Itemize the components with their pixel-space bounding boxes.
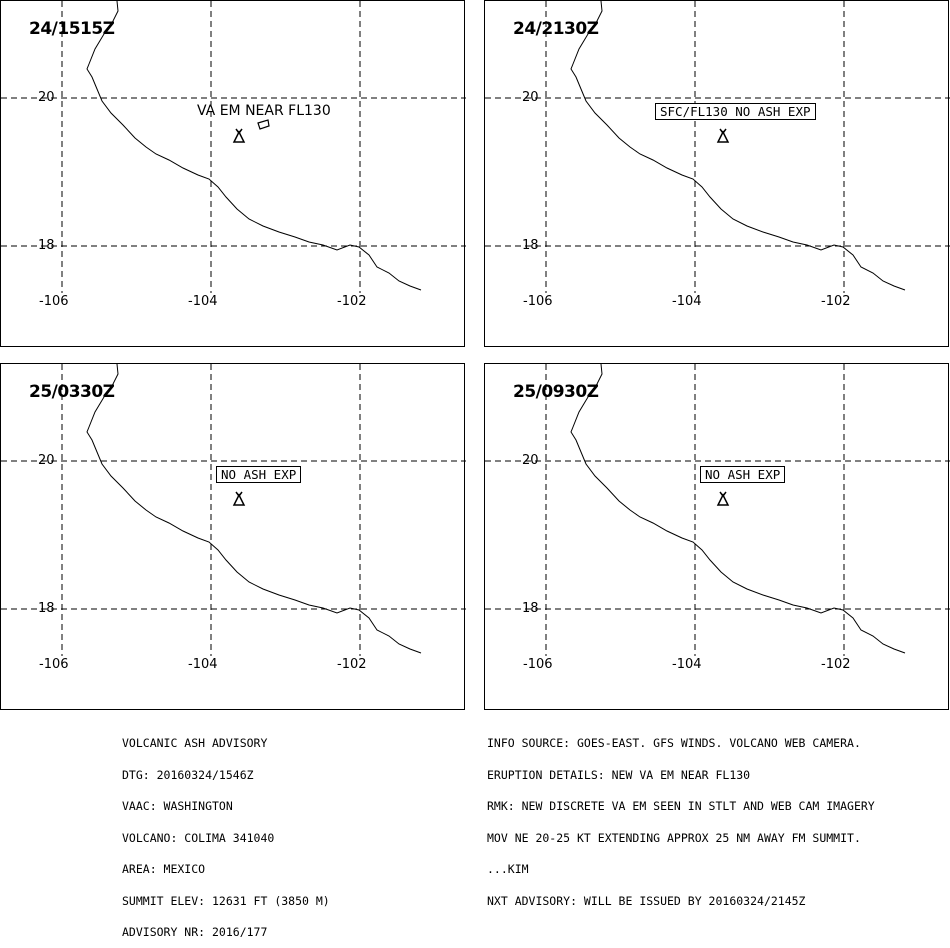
lat-label-20: 20 bbox=[38, 90, 55, 105]
lon-label-104: -104 bbox=[672, 657, 702, 672]
map-graphics bbox=[485, 1, 950, 293]
lon-label-102: -102 bbox=[337, 294, 367, 309]
lon-label-102: -102 bbox=[337, 657, 367, 672]
lon-label-104: -104 bbox=[188, 294, 218, 309]
ash-note: NO ASH EXP bbox=[216, 466, 302, 483]
coastline bbox=[570, 1, 906, 291]
advisory-author: ...KIM bbox=[487, 862, 529, 876]
lon-label-106: -106 bbox=[523, 294, 553, 309]
panel-time-label: 25/0930Z bbox=[513, 382, 599, 402]
advisory-next: NXT ADVISORY: WILL BE ISSUED BY 20160324… bbox=[487, 893, 806, 908]
advisory-eruption-details: ERUPTION DETAILS: NEW VA EM NEAR FL130 bbox=[487, 767, 751, 782]
volcano-icon bbox=[232, 491, 246, 506]
lon-label-102: -102 bbox=[821, 294, 851, 309]
lat-label-18: 18 bbox=[522, 238, 539, 253]
advisory-vaac: VAAC: WASHINGTON bbox=[122, 799, 233, 813]
volcano-icon bbox=[716, 491, 730, 506]
panel-time-label: 25/0330Z bbox=[29, 382, 115, 402]
forecast-panel-4: 25/0930Z 20 18 -106 -104 -102 NO ASH EXP bbox=[484, 363, 950, 710]
volcano-icon bbox=[232, 128, 246, 143]
lat-label-20: 20 bbox=[522, 90, 539, 105]
ash-note: VA EM NEAR FL130 bbox=[197, 103, 331, 119]
ash-note: SFC/FL130 NO ASH EXP bbox=[655, 103, 816, 120]
forecast-panel-2: 24/2130Z 20 18 -106 -104 -102 SFC/FL130 … bbox=[484, 0, 950, 347]
volcano-icon bbox=[716, 128, 730, 143]
advisory-remarks: RMK: NEW DISCRETE VA EM SEEN IN STLT AND… bbox=[487, 799, 875, 813]
advisory-title: VOLCANIC ASH ADVISORY bbox=[122, 736, 268, 750]
advisory-movement: MOV NE 20-25 KT EXTENDING APPROX 25 NM A… bbox=[487, 830, 861, 845]
lon-label-104: -104 bbox=[188, 657, 218, 672]
advisory-info-right: INFO SOURCE: GOES-EAST. GFS WINDS. VOLCA… bbox=[487, 717, 875, 917]
lat-label-20: 20 bbox=[522, 453, 539, 468]
lat-label-18: 18 bbox=[38, 601, 55, 616]
forecast-panel-1: 24/1515Z 20 18 -106 -104 -102 VA EM NEAR… bbox=[0, 0, 466, 347]
advisory-info-source: INFO SOURCE: GOES-EAST. GFS WINDS. VOLCA… bbox=[487, 736, 861, 750]
panel-time-label: 24/2130Z bbox=[513, 19, 599, 39]
lon-label-106: -106 bbox=[523, 657, 553, 672]
lon-label-102: -102 bbox=[821, 657, 851, 672]
lon-label-106: -106 bbox=[39, 657, 69, 672]
panel-time-label: 24/1515Z bbox=[29, 19, 115, 39]
advisory-volcano: VOLCANO: COLIMA 341040 bbox=[122, 830, 275, 845]
coastline bbox=[86, 364, 422, 654]
map-graphics bbox=[1, 1, 466, 293]
coastline bbox=[86, 1, 422, 291]
map-graphics bbox=[485, 364, 950, 656]
advisory-number: ADVISORY NR: 2016/177 bbox=[122, 925, 268, 939]
map-graphics bbox=[1, 364, 466, 656]
lon-label-106: -106 bbox=[39, 294, 69, 309]
ash-note: NO ASH EXP bbox=[700, 466, 786, 483]
coastline bbox=[570, 364, 906, 654]
lat-label-20: 20 bbox=[38, 453, 55, 468]
advisory-area: AREA: MEXICO bbox=[122, 862, 206, 876]
advisory-dtg: DTG: 20160324/1546Z bbox=[122, 767, 254, 782]
lon-label-104: -104 bbox=[672, 294, 702, 309]
advisory-summit-elev: SUMMIT ELEV: 12631 FT (3850 M) bbox=[122, 893, 330, 908]
ash-emission-area bbox=[257, 119, 270, 130]
advisory-info-left: VOLCANIC ASH ADVISORY DTG: 20160324/1546… bbox=[122, 717, 330, 948]
lat-label-18: 18 bbox=[38, 238, 55, 253]
forecast-panel-3: 25/0330Z 20 18 -106 -104 -102 NO ASH EXP bbox=[0, 363, 466, 710]
lat-label-18: 18 bbox=[522, 601, 539, 616]
